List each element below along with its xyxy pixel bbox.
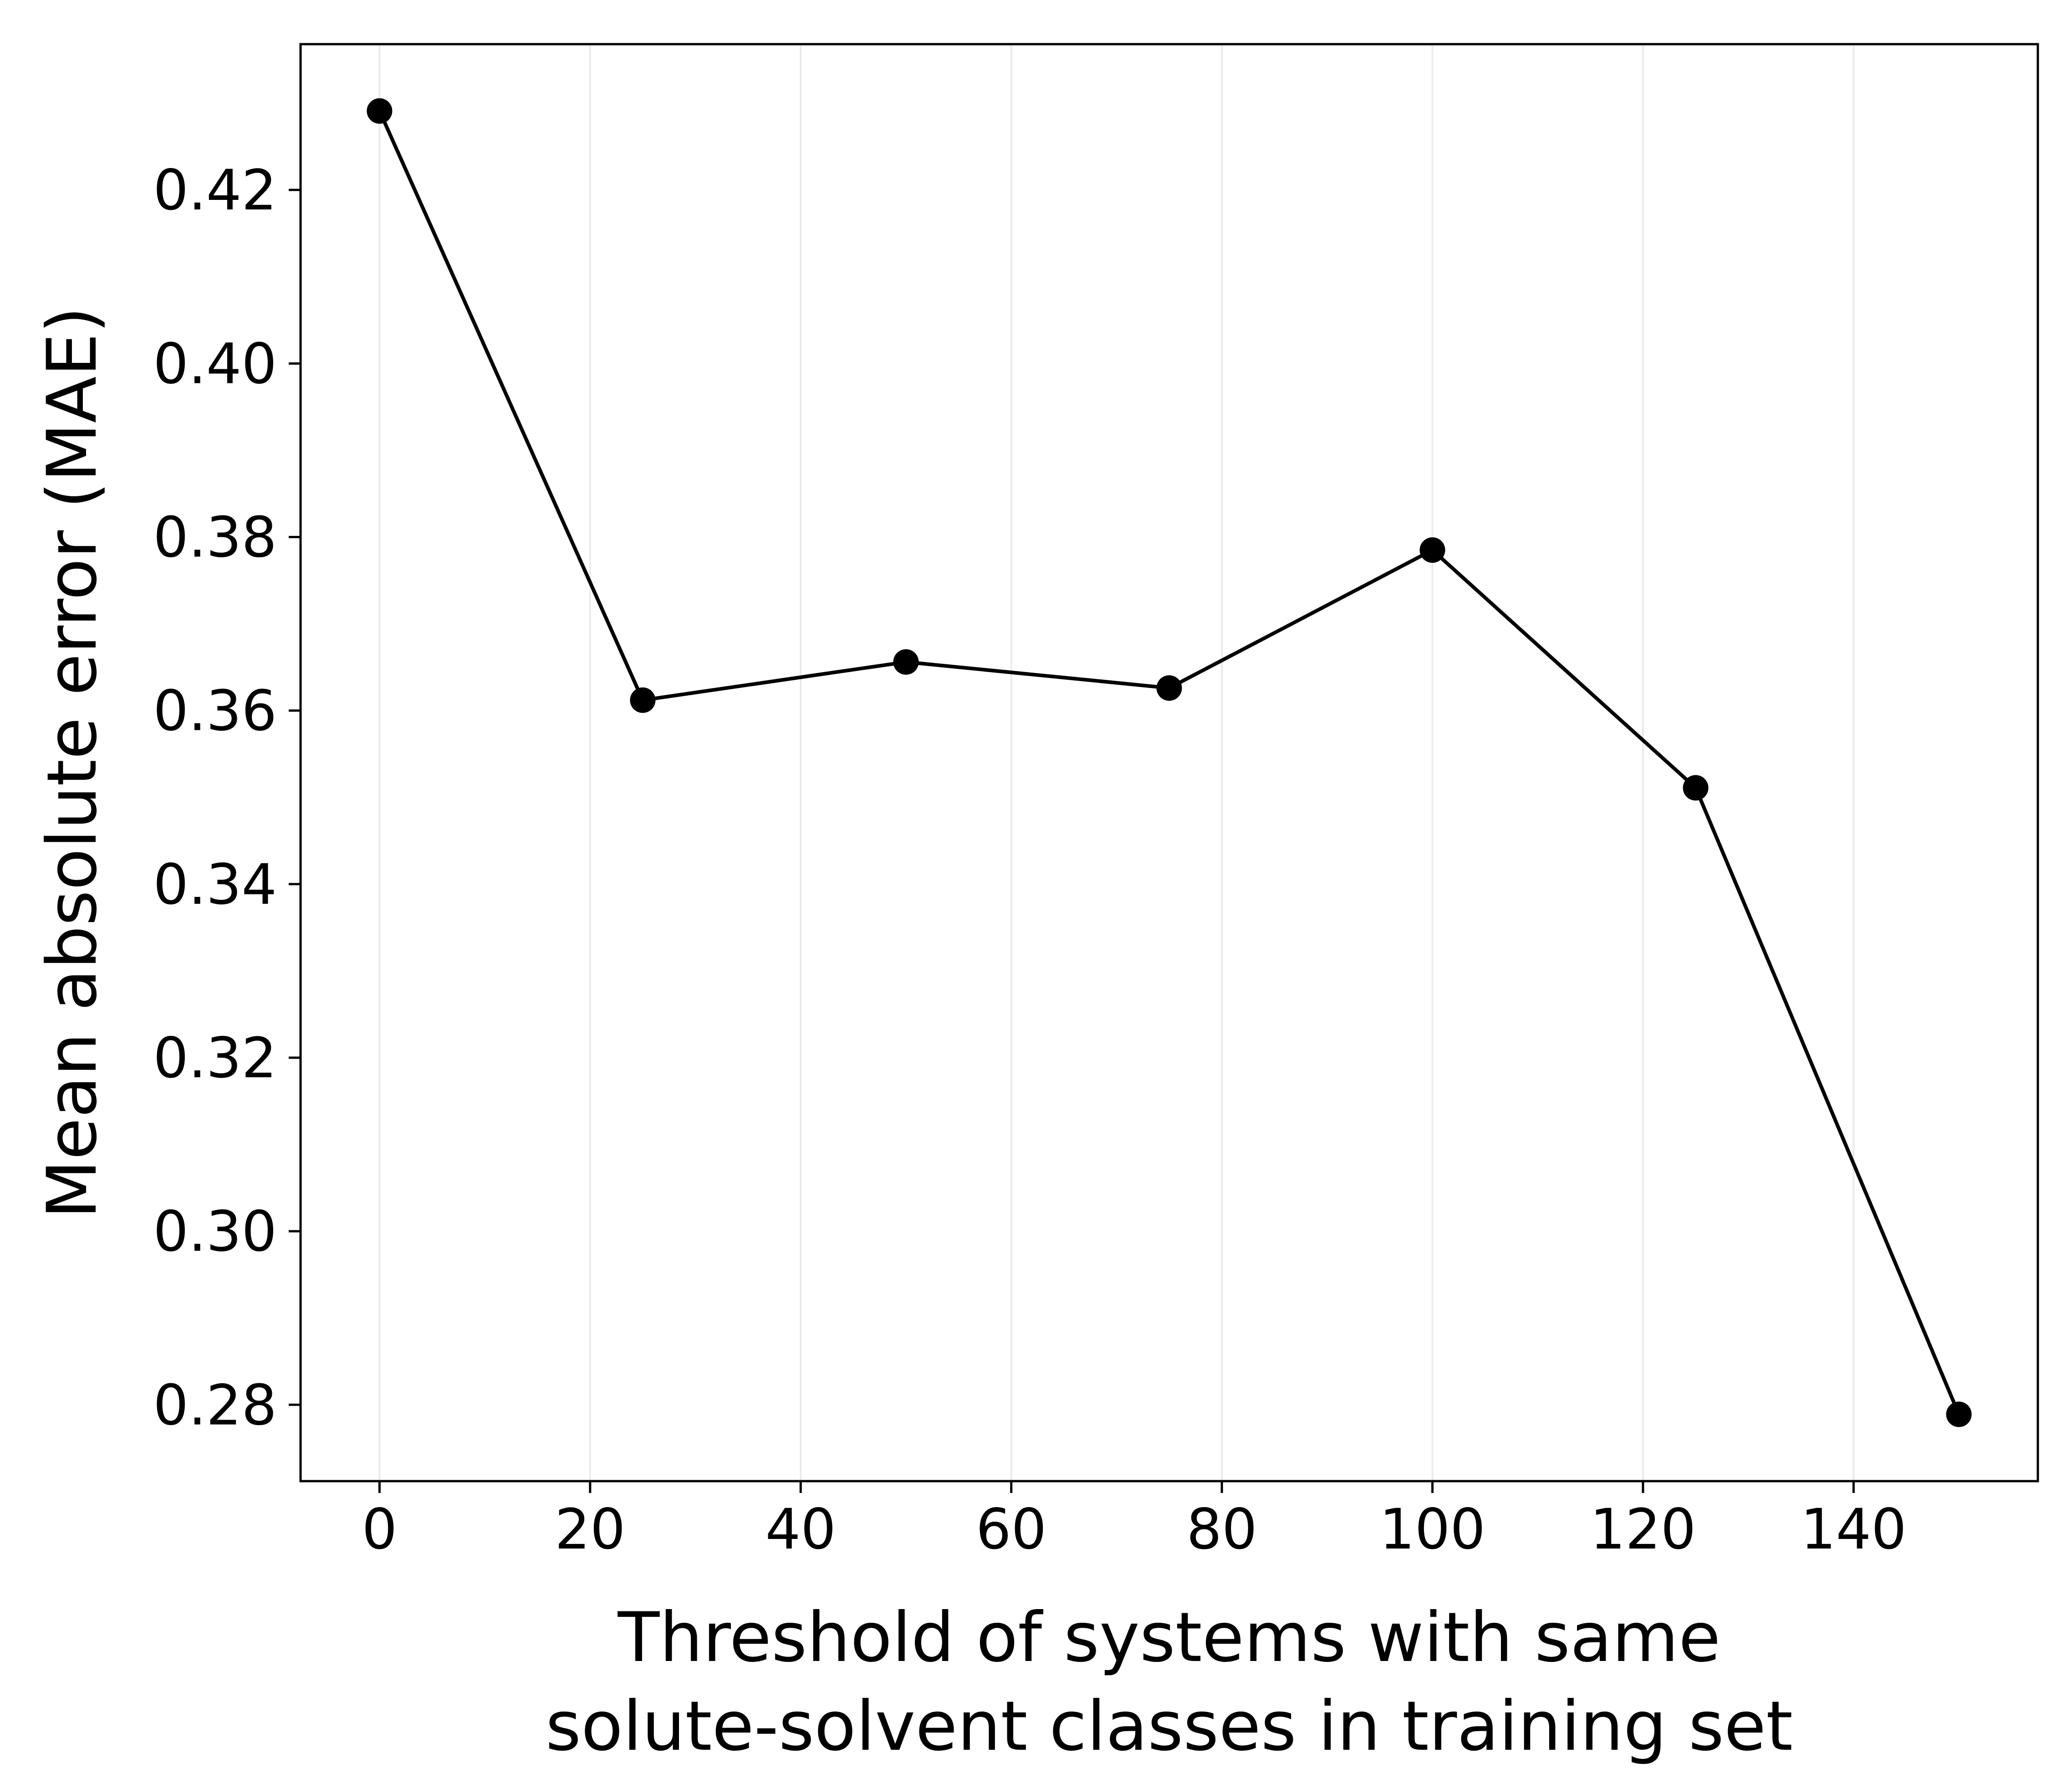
series-layer xyxy=(367,98,1972,1427)
y-tick-label: 0.38 xyxy=(153,505,277,570)
x-tick-label: 120 xyxy=(1590,1497,1696,1562)
x-axis-title-line-1: Threshold of systems with same xyxy=(618,1598,1721,1677)
x-axis: 0 20 40 60 80 100 120 140 xyxy=(362,1481,1907,1562)
y-axis: 0.28 0.30 0.32 0.34 0.36 0.38 0.40 0.42 xyxy=(153,158,301,1437)
y-tick-label: 0.32 xyxy=(153,1026,277,1090)
data-point xyxy=(893,649,919,675)
x-tick-label: 100 xyxy=(1379,1497,1485,1562)
data-point xyxy=(1946,1401,1972,1427)
x-axis-title-line-2: solute-solvent classes in training set xyxy=(546,1687,1793,1766)
y-tick-label: 0.36 xyxy=(153,679,277,744)
grid-lines xyxy=(378,44,1855,1481)
y-tick-label: 0.28 xyxy=(153,1373,277,1437)
y-axis-title: Mean absolute error (MAE) xyxy=(33,306,112,1219)
x-tick-label: 140 xyxy=(1801,1497,1907,1562)
x-tick-label: 20 xyxy=(555,1497,625,1562)
x-tick-label: 40 xyxy=(766,1497,836,1562)
data-point xyxy=(1156,675,1182,701)
y-tick-label: 0.42 xyxy=(153,158,277,223)
y-tick-label: 0.30 xyxy=(153,1199,277,1264)
data-point xyxy=(630,687,656,713)
data-point xyxy=(1419,537,1445,563)
data-point xyxy=(367,98,393,124)
plot-frame xyxy=(299,43,2039,1483)
x-tick-label: 60 xyxy=(976,1497,1046,1562)
y-tick-label: 0.34 xyxy=(153,852,277,917)
x-tick-label: 0 xyxy=(362,1497,398,1562)
data-point xyxy=(1683,775,1709,801)
y-tick-label: 0.40 xyxy=(153,331,277,396)
x-tick-label: 80 xyxy=(1186,1497,1257,1562)
